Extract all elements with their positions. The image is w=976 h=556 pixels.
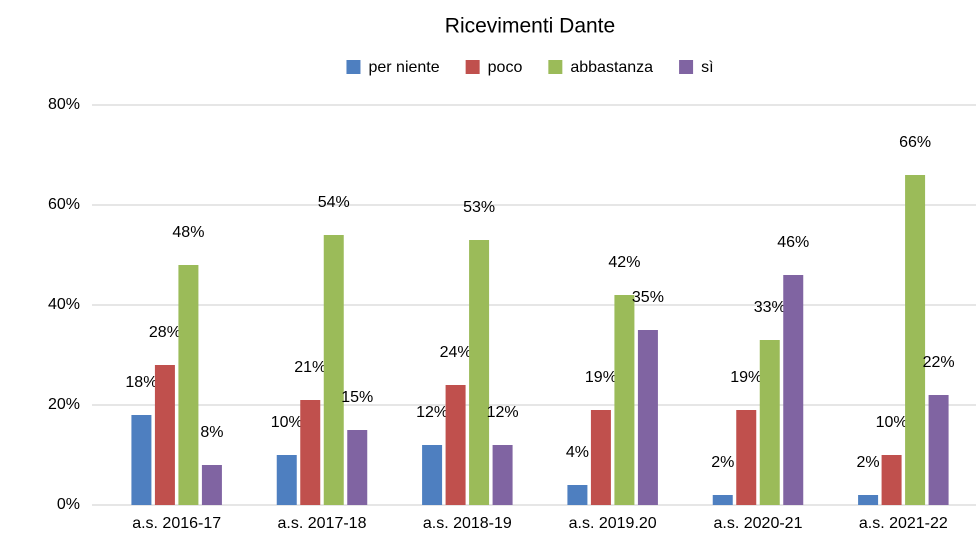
- legend-swatch: [548, 60, 563, 74]
- bar: [614, 295, 635, 505]
- x-tick-label: a.s. 2020-21: [714, 515, 803, 532]
- legend-label: abbastanza: [570, 59, 653, 76]
- data-label: 48%: [172, 224, 204, 241]
- data-label: 42%: [608, 254, 640, 271]
- y-tick-label: 60%: [48, 196, 80, 213]
- bar: [178, 265, 199, 505]
- bar: [712, 495, 733, 505]
- bar: [637, 330, 658, 505]
- data-label: 2%: [857, 454, 880, 471]
- y-tick-label: 40%: [48, 296, 80, 313]
- bar: [905, 175, 926, 505]
- data-label: 28%: [149, 324, 181, 341]
- chart-title: Ricevimenti Dante: [445, 15, 615, 38]
- data-label: 19%: [585, 369, 617, 386]
- data-label: 8%: [200, 424, 223, 441]
- bar: [445, 385, 466, 505]
- bar: [276, 455, 297, 505]
- y-tick-label: 0%: [57, 496, 80, 513]
- bar: [154, 365, 175, 505]
- bar: [881, 455, 902, 505]
- data-label: 4%: [566, 444, 589, 461]
- bar: [928, 395, 949, 505]
- data-label: 12%: [487, 404, 519, 421]
- data-label: 35%: [632, 289, 664, 306]
- bar: [131, 415, 152, 505]
- bar: [783, 275, 804, 505]
- legend-label: sì: [701, 59, 713, 76]
- x-tick-label: a.s. 2021-22: [859, 515, 948, 532]
- data-label: 12%: [416, 404, 448, 421]
- bar: [300, 400, 321, 505]
- bar: [323, 235, 344, 505]
- bar: [201, 465, 222, 505]
- data-label: 33%: [754, 299, 786, 316]
- x-tick-label: a.s. 2018-19: [423, 515, 512, 532]
- data-label: 15%: [341, 389, 373, 406]
- data-label: 24%: [440, 344, 472, 361]
- legend-label: per niente: [368, 59, 439, 76]
- data-label: 2%: [711, 454, 734, 471]
- data-label: 10%: [876, 414, 908, 431]
- x-tick-label: a.s. 2016-17: [132, 515, 221, 532]
- legend-swatch: [679, 60, 694, 74]
- bar: [759, 340, 780, 505]
- y-tick-label: 80%: [48, 96, 80, 113]
- bar: [736, 410, 757, 505]
- legend-swatch: [465, 60, 480, 74]
- data-label: 18%: [125, 374, 157, 391]
- x-tick-label: a.s. 2019.20: [569, 515, 657, 532]
- legend-label: poco: [488, 59, 523, 76]
- legend-swatch: [346, 60, 361, 74]
- bar: [858, 495, 879, 505]
- data-label: 53%: [463, 199, 495, 216]
- data-label: 54%: [318, 194, 350, 211]
- data-label: 21%: [294, 359, 326, 376]
- bar: [492, 445, 513, 505]
- bar: [590, 410, 611, 505]
- bar: [347, 430, 368, 505]
- data-label: 66%: [899, 134, 931, 151]
- data-label: 46%: [777, 234, 809, 251]
- data-label: 10%: [271, 414, 303, 431]
- bar: [567, 485, 588, 505]
- y-tick-label: 20%: [48, 396, 80, 413]
- bar: [469, 240, 490, 505]
- data-label: 19%: [730, 369, 762, 386]
- bar: [422, 445, 443, 505]
- x-tick-label: a.s. 2017-18: [278, 515, 367, 532]
- data-label: 22%: [923, 354, 955, 371]
